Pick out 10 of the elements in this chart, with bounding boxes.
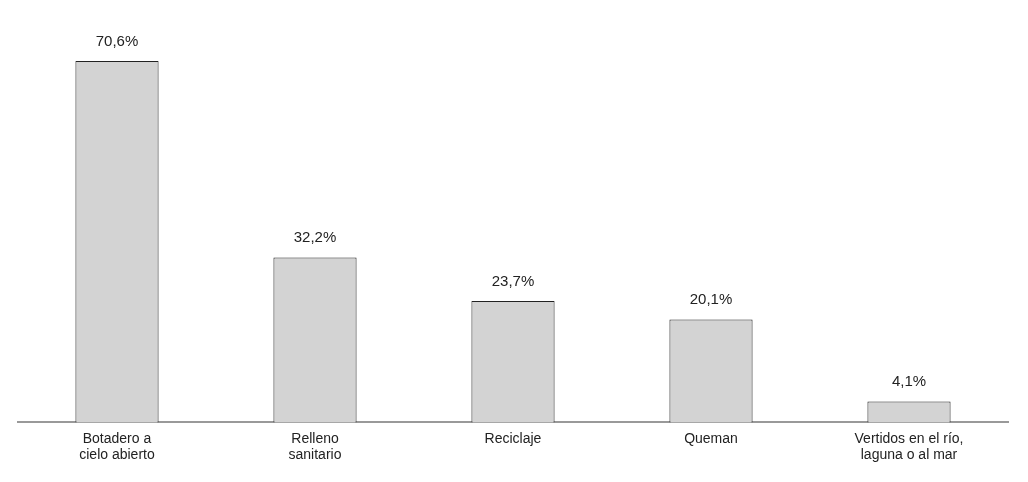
data-label: 4,1% <box>891 372 927 390</box>
data-label: 23,7% <box>491 271 535 289</box>
x-tick-label: Botadero a cielo abierto <box>79 429 155 463</box>
x-tick-label: Reciclaje <box>484 429 542 446</box>
data-label: 70,6% <box>95 31 139 49</box>
x-tick-label: Relleno sanitario <box>288 429 342 463</box>
x-tick-label: Queman <box>684 429 738 446</box>
data-label: 32,2% <box>293 228 337 246</box>
data-label: 20,1% <box>689 290 733 308</box>
x-tick-label: Vertidos en el río, laguna o al mar <box>854 429 964 463</box>
